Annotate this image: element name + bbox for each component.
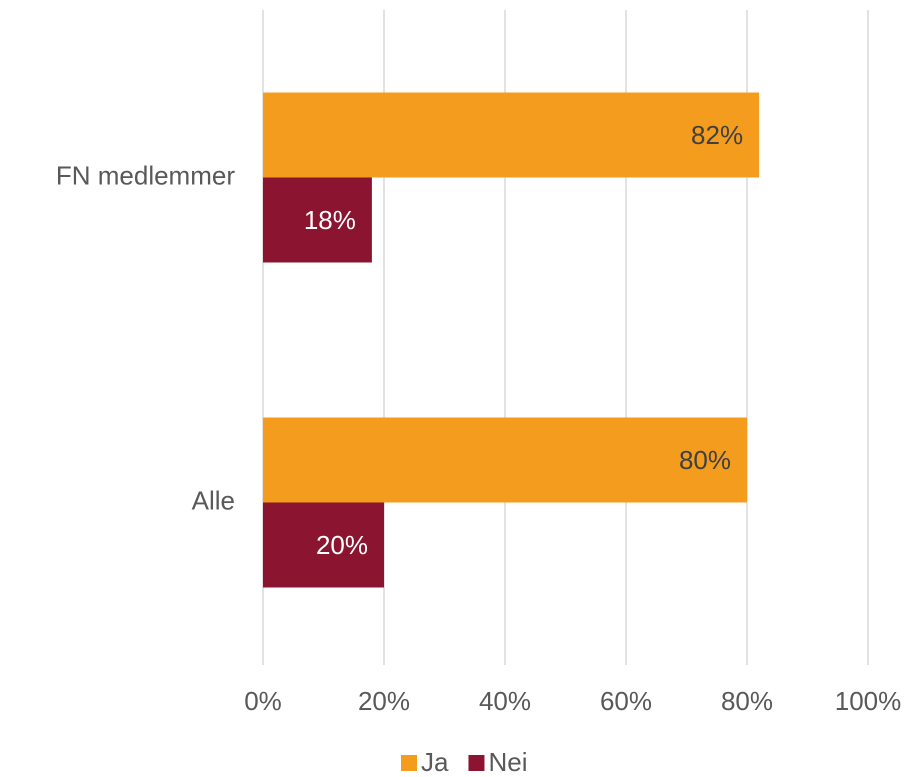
bar [263, 92, 760, 178]
data-label: 20% [316, 530, 368, 560]
x-tick-label: 100% [835, 686, 902, 716]
bar [263, 177, 372, 263]
x-tick-label: 0% [244, 686, 282, 716]
y-tick-label: FN medlemmer [56, 160, 235, 190]
x-tick-label: 20% [358, 686, 410, 716]
x-tick-label: 60% [600, 686, 652, 716]
x-tick-label: 80% [721, 686, 773, 716]
legend-swatch [401, 755, 417, 771]
bar [263, 417, 747, 503]
legend-swatch [468, 755, 485, 771]
y-tick-label: Alle [192, 485, 235, 515]
legend-label: Ja [421, 747, 449, 777]
data-label: 80% [679, 445, 731, 475]
legend-label: Nei [488, 747, 527, 777]
data-label: 18% [304, 205, 356, 235]
bar [263, 502, 384, 588]
x-tick-label: 40% [479, 686, 531, 716]
data-label: 82% [691, 120, 743, 150]
